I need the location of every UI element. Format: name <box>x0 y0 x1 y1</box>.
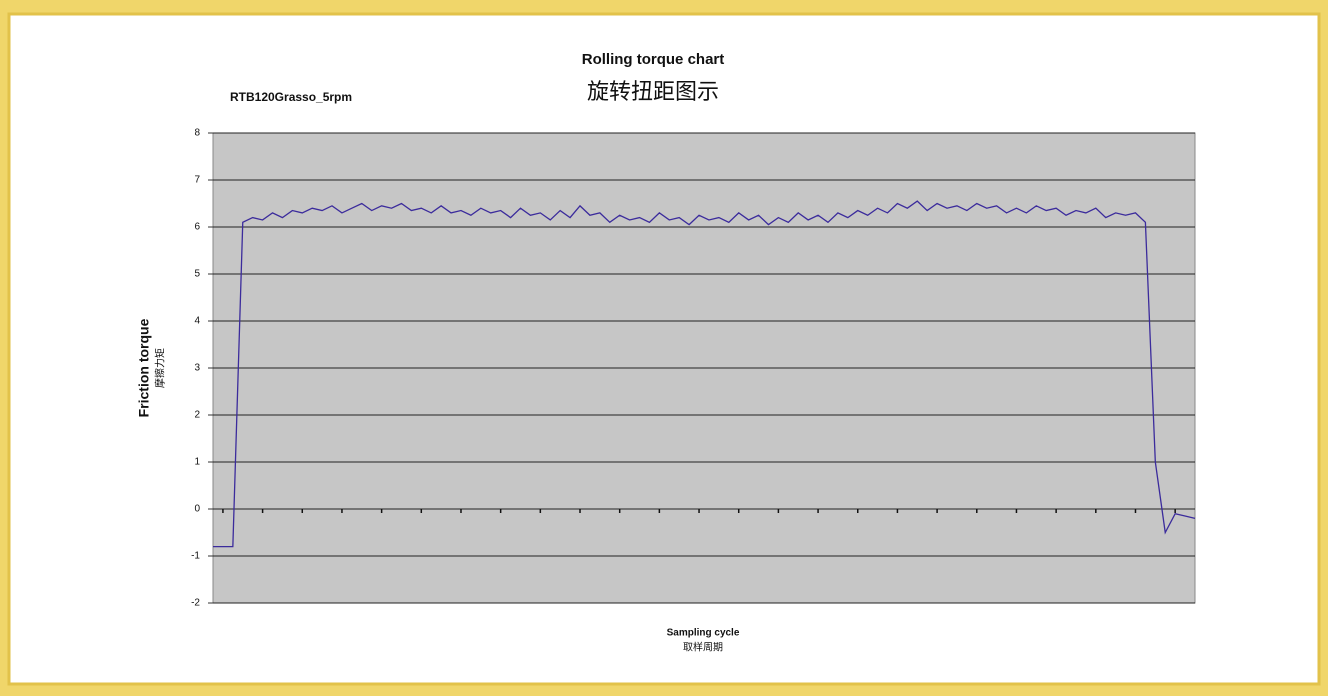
y-tick-label: 5 <box>194 269 200 280</box>
y-tick-label: 2 <box>194 410 200 421</box>
y-tick-label: 0 <box>194 504 200 515</box>
data-line <box>213 200 1196 548</box>
y-tick-label: 3 <box>194 363 200 374</box>
y-tick-label: -2 <box>191 598 200 609</box>
y-tick-label: -1 <box>191 551 200 562</box>
chart-subtitle: RTB120Grasso_5rpm <box>230 90 352 104</box>
y-tick-label: 4 <box>194 316 200 327</box>
y-tick-label: 7 <box>194 175 200 186</box>
x-axis-label-zh: 取样周期 <box>683 641 723 654</box>
y-tick-label: 6 <box>194 222 200 233</box>
x-axis-label: Sampling cycle <box>667 628 740 639</box>
chart-title: Rolling torque chart <box>582 51 725 68</box>
y-tick-label: 1 <box>194 457 200 468</box>
y-axis-label-zh: 摩擦力矩 <box>154 348 167 388</box>
y-tick-label: 8 <box>194 128 200 139</box>
chart-title-zh: 旋转扭距图示 <box>587 79 719 104</box>
y-axis-label: Friction torque <box>136 318 152 417</box>
